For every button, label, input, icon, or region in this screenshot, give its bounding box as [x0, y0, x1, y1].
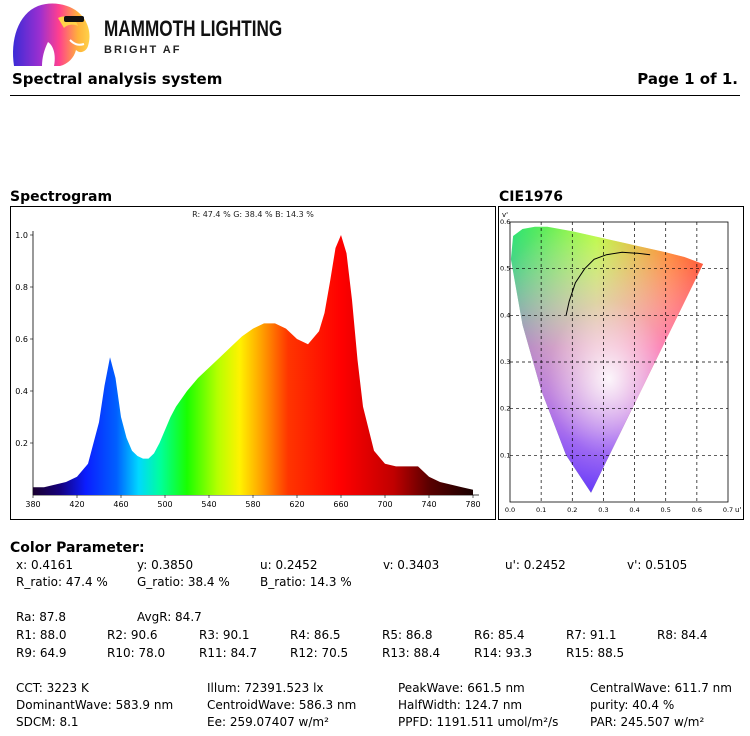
page-title: Spectral analysis system — [12, 70, 223, 88]
param-r2: R2: 90.6 — [107, 628, 158, 642]
cie-x-tick-label: 0.6 — [692, 506, 702, 514]
param-r13: R13: 88.4 — [382, 646, 441, 660]
param-par: PAR: 245.507 w/m² — [590, 715, 705, 729]
cie-x-tick-label: 0.4 — [629, 506, 639, 514]
spectrogram-x-tick-label: 780 — [465, 500, 480, 509]
param-r5: R5: 86.8 — [382, 628, 433, 642]
spectrogram-y-tick-label: 0.4 — [15, 387, 28, 396]
param-cct: CCT: 3223 K — [16, 681, 89, 695]
param-y: y: 0.3850 — [137, 558, 194, 572]
spectrogram-x-tick-label: 660 — [333, 500, 348, 509]
param-r3: R3: 90.1 — [199, 628, 250, 642]
spectrogram-x-tick-label: 500 — [157, 500, 172, 509]
param-v-prime: v': 0.5105 — [627, 558, 688, 572]
brand-tagline: BRIGHT AF — [104, 44, 182, 56]
cie-y-tick-label: 0.3 — [500, 358, 510, 366]
param-ee: Ee: 259.07407 w/m² — [207, 715, 329, 729]
spectrogram-y-ticks: 0.2 0.4 0.6 0.8 1.0 — [15, 231, 33, 448]
cie-x-tick-label: 0.7 — [723, 506, 733, 514]
mammoth-logo-icon — [13, 3, 90, 66]
param-ra: Ra: 87.8 — [16, 610, 67, 624]
param-g-ratio: G_ratio: 38.4 % — [137, 575, 230, 589]
param-half-width: HalfWidth: 124.7 nm — [398, 698, 523, 712]
cie-x-tick-label: 0.2 — [567, 506, 577, 514]
spectrogram-x-tick-label: 540 — [201, 500, 216, 509]
cie-x-tick-label: 0.1 — [536, 506, 546, 514]
param-x: x: 0.4161 — [16, 558, 73, 572]
spectrogram-x-tick-label: 420 — [69, 500, 84, 509]
spectrogram-x-tick-label: 460 — [113, 500, 128, 509]
spectrogram-y-tick-label: 0.8 — [15, 283, 28, 292]
param-purity: purity: 40.4 % — [590, 698, 675, 712]
spectrogram-y-tick-label: 0.6 — [15, 335, 28, 344]
planckian-locus — [565, 251, 651, 316]
spectrogram-x-tick-label: 740 — [421, 500, 436, 509]
param-r11: R11: 84.7 — [199, 646, 258, 660]
param-u: u: 0.2452 — [260, 558, 318, 572]
param-v: v: 0.3403 — [383, 558, 440, 572]
spectrogram-panel: R: 47.4 % G: 38.4 % B: 14.3 % 380 420 460 5… — [10, 206, 496, 520]
param-r1: R1: 88.0 — [16, 628, 67, 642]
param-peak-wave: PeakWave: 661.5 nm — [398, 681, 525, 695]
param-sdcm: SDCM: 8.1 — [16, 715, 79, 729]
spectrogram-y-tick-label: 0.2 — [15, 439, 28, 448]
cie-y-tick-label: 0.6 — [500, 218, 510, 226]
spectrogram-x-tick-label: 700 — [377, 500, 392, 509]
cie-x-axis-label: u' — [735, 506, 741, 514]
param-r15: R15: 88.5 — [566, 646, 625, 660]
spectrogram-title: Spectrogram — [10, 189, 113, 205]
param-u-prime: u': 0.2452 — [505, 558, 566, 572]
spectrogram-ratio-caption: R: 47.4 % G: 38.4 % B: 14.3 % — [192, 210, 314, 219]
spectrogram-x-tick-label: 380 — [25, 500, 40, 509]
param-r4: R4: 86.5 — [290, 628, 341, 642]
param-r9: R9: 64.9 — [16, 646, 67, 660]
param-centroid-wave: CentroidWave: 586.3 nm — [207, 698, 357, 712]
cie-y-tick-label: 0.5 — [500, 265, 510, 273]
param-b-ratio: B_ratio: 14.3 % — [260, 575, 352, 589]
cie-x-tick-label: 0.0 — [505, 506, 515, 514]
param-ppfd: PPFD: 1191.511 umol/m²/s — [398, 715, 559, 729]
param-dominant-wave: DominantWave: 583.9 nm — [16, 698, 174, 712]
cie-y-ticks: 0.1 0.2 0.3 0.4 0.5 0.6 — [500, 218, 510, 459]
page-number: Page 1 of 1. — [637, 70, 738, 88]
param-r6: R6: 85.4 — [474, 628, 525, 642]
param-r-ratio: R_ratio: 47.4 % — [16, 575, 108, 589]
param-avgr: AvgR: 84.7 — [137, 610, 202, 624]
param-r12: R12: 70.5 — [290, 646, 349, 660]
param-r14: R14: 93.3 — [474, 646, 533, 660]
spectrogram-x-tick-label: 620 — [289, 500, 304, 509]
spectrogram-chart: R: 47.4 % G: 38.4 % B: 14.3 % 380 420 460 5… — [15, 210, 481, 509]
color-parameter-title: Color Parameter: — [10, 540, 145, 556]
cie-y-tick-label: 0.2 — [500, 405, 510, 413]
cie-x-tick-label: 0.5 — [661, 506, 671, 514]
spectrum-area — [33, 235, 473, 495]
cie-x-tick-label: 0.3 — [598, 506, 608, 514]
cie-y-axis-label: v' — [502, 211, 508, 219]
param-illum: Illum: 72391.523 lx — [207, 681, 324, 695]
cie-y-tick-label: 0.1 — [500, 451, 510, 459]
param-r8: R8: 84.4 — [657, 628, 708, 642]
cie-gamut — [510, 226, 704, 493]
cie-panel: v' u' 0.0 0.1 0.2 0.3 0.4 0.5 0.6 0.7 0.1 0.2 0.3… — [498, 206, 744, 520]
cie-y-tick-label: 0.4 — [500, 311, 510, 319]
header-divider — [10, 95, 740, 96]
param-r10: R10: 78.0 — [107, 646, 166, 660]
cie-x-ticks: 0.0 0.1 0.2 0.3 0.4 0.5 0.6 0.7 — [505, 506, 733, 514]
cie-grid — [510, 222, 728, 502]
spectrogram-x-tick-label: 580 — [245, 500, 260, 509]
spectrogram-y-tick-label: 1.0 — [15, 231, 28, 240]
param-r7: R7: 91.1 — [566, 628, 617, 642]
param-central-wave: CentralWave: 611.7 nm — [590, 681, 732, 695]
spectrogram-x-ticks: 380 420 460 500 540 580 620 660 700 740 780 — [25, 495, 481, 509]
brand-name: MAMMOTH LIGHTING — [104, 16, 283, 41]
cie-chart: v' u' 0.0 0.1 0.2 0.3 0.4 0.5 0.6 0.7 0.1 0.2 0.3… — [500, 211, 741, 514]
cie-title: CIE1976 — [499, 189, 564, 205]
